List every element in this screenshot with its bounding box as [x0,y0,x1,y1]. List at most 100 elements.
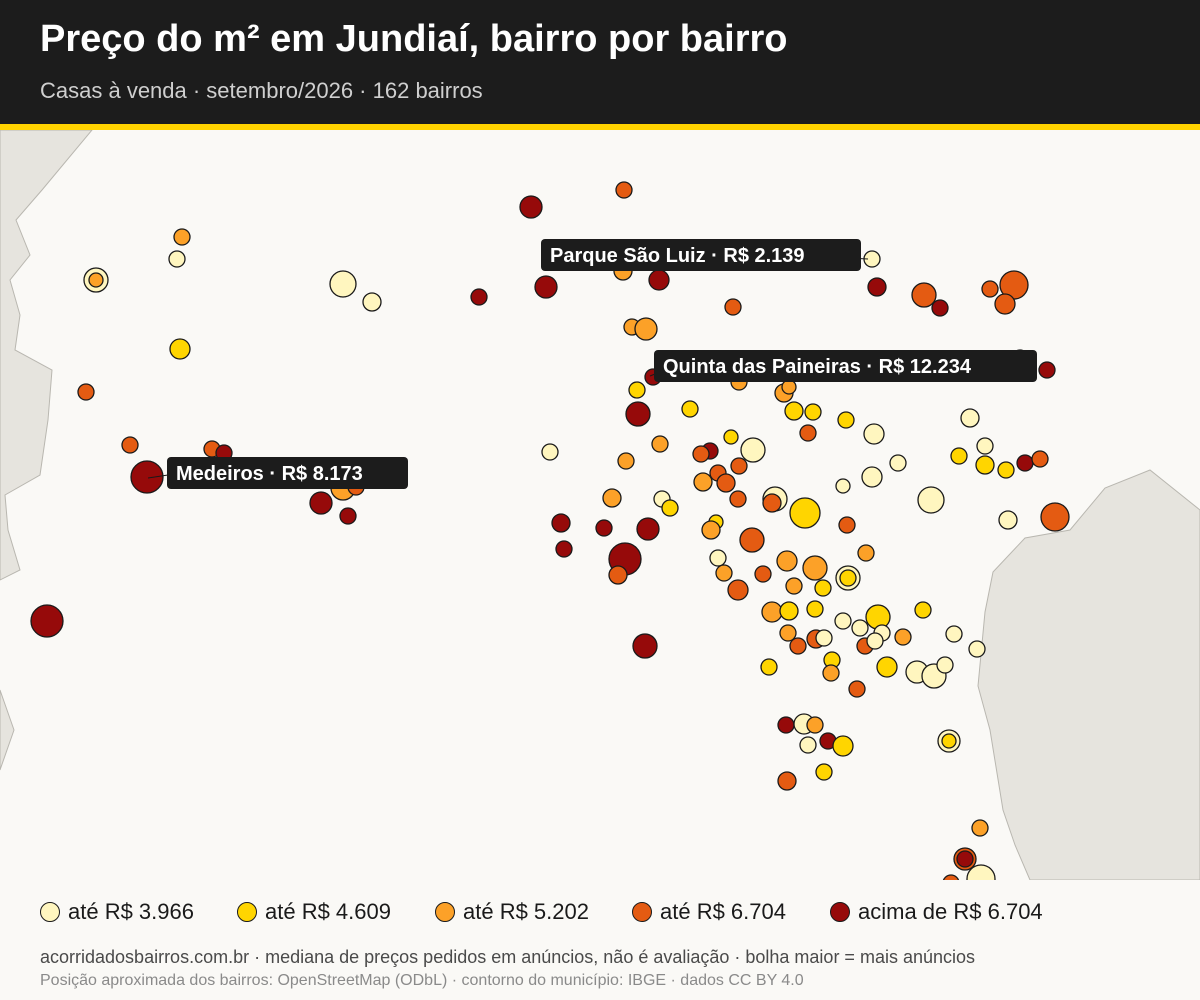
neighborhood-bubble-class-3 [971,819,989,837]
neighborhood-bubble-class-3 [806,716,824,734]
neighborhood-bubble-class-4 [848,680,866,698]
legend-swatch-class-4 [632,902,652,922]
neighborhood-bubble-class-1 [968,640,986,658]
svg-text:Medeiros · R$ 8.173: Medeiros · R$ 8.173 [176,463,363,485]
neighborhood-bubble-class-2 [914,601,932,619]
neighborhood-bubble-class-4 [729,490,747,508]
legend-swatch-class-2 [237,902,257,922]
neighborhood-bubble-class-2 [814,579,832,597]
neighborhood-bubble-class-4 [730,457,748,475]
neighborhood-bubble-class-1 [960,408,980,428]
neighborhood-bubble-class-1 [799,736,817,754]
neighborhood-bubble-class-3 [88,272,104,288]
neighborhood-bubble-class-5 [551,513,571,533]
neighborhood-bubble-class-3 [602,488,622,508]
neighborhood-bubble-class-5 [777,716,795,734]
footer-source-line: acorridadosbairros.com.br · mediana de p… [40,947,976,967]
header-accent-rule [0,124,1200,130]
legend-item-class-2: até R$ 4.609 [237,898,391,926]
callout-name: Quinta das Paineiras [663,356,861,378]
neighborhood-bubble-class-1 [866,632,884,650]
neighborhood-bubble-class-3 [701,520,721,540]
neighborhood-bubble-class-2 [789,497,821,529]
page-title: Preço do m² em Jundiaí, bairro por bairr… [40,18,788,60]
neighborhood-bubble-class-5 [1016,454,1034,472]
neighborhood-bubble-class-1 [861,466,883,488]
legend: até R$ 3.966 até R$ 4.609 até R$ 5.202 a… [0,880,1200,940]
neighborhood-bubble-class-5 [30,604,64,638]
legend-label: até R$ 5.202 [463,899,589,924]
neighborhood-bubble-class-3 [651,435,669,453]
neighborhood-bubble-class-1 [936,656,954,674]
neighborhood-bubble-class-4 [911,282,937,308]
neighborhood-bubble-class-4 [799,424,817,442]
neighborhood-bubble-class-5 [625,401,651,427]
legend-swatch-class-5 [830,902,850,922]
neighborhood-bubble-class-2 [661,499,679,517]
neighborhood-bubble-class-1 [835,478,851,494]
callout-layer: Parque São Luiz · R$ 2.139 Quinta das Pa… [147,239,1037,489]
neighborhood-bubble-class-3 [802,555,828,581]
neighborhood-bubble-class-4 [692,445,710,463]
neighborhood-bubble-class-4 [727,579,749,601]
neighborhood-bubble-class-2 [681,400,699,418]
neighborhood-bubble-class-1 [362,292,382,312]
neighborhood-bubble-class-4 [838,516,856,534]
neighborhood-bubble-class-3 [617,452,635,470]
neighborhood-bubble-class-4 [994,293,1016,315]
outside-area-west-lower [0,689,15,771]
legend-item-class-1: até R$ 3.966 [40,898,194,926]
page-subtitle: Casas à venda · setembro/2026 · 162 bair… [40,78,483,103]
callout-quinta-das-paineiras: Quinta das Paineiras · R$ 12.234 [649,350,1037,382]
neighborhood-bubble-class-1 [541,443,559,461]
neighborhood-bubble-class-2 [975,455,995,475]
svg-text:Parque São Luiz · R$ 2.139: Parque São Luiz · R$ 2.139 [550,245,805,267]
neighborhood-bubble-class-3 [761,601,783,623]
neighborhood-bubble-class-1 [815,629,833,647]
neighborhood-bubble-class-4 [716,473,736,493]
neighborhood-bubble-class-2 [760,658,778,676]
legend-swatch-class-1 [40,902,60,922]
neighborhood-bubble-class-5 [309,491,333,515]
neighborhood-bubble-class-4 [1031,450,1049,468]
neighborhood-bubble-class-4 [615,181,633,199]
legend-swatch-class-3 [435,902,455,922]
callout-parque-sao-luiz: Parque São Luiz · R$ 2.139 [541,239,869,271]
neighborhood-bubble-class-2 [839,569,857,587]
neighborhood-bubble-class-2 [723,429,739,445]
neighborhood-bubble-class-1 [966,864,996,880]
neighborhood-bubble-class-5 [956,850,974,868]
neighborhood-bubble-class-4 [762,493,782,513]
legend-item-class-3: até R$ 5.202 [435,898,589,926]
neighborhood-bubble-class-2 [832,735,854,757]
neighborhood-bubble-class-1 [329,270,357,298]
neighborhood-bubble-class-3 [715,564,733,582]
neighborhood-bubble-class-3 [781,379,797,395]
neighborhood-bubble-class-5 [867,277,887,297]
neighborhood-bubble-class-5 [931,299,949,317]
callout-price: R$ 2.139 [723,245,804,267]
legend-label: até R$ 4.609 [265,899,391,924]
neighborhood-bubble-class-1 [998,510,1018,530]
neighborhood-bubble-class-3 [693,472,713,492]
neighborhood-bubble-class-4 [1040,502,1070,532]
neighborhood-bubble-class-5 [519,195,543,219]
neighborhood-bubble-class-4 [121,436,139,454]
neighborhood-bubble-class-1 [740,437,766,463]
neighborhood-bubble-class-2 [804,403,822,421]
neighborhood-bubble-class-3 [857,544,875,562]
bubble-map: Parque São Luiz · R$ 2.139 Quinta das Pa… [0,130,1200,880]
neighborhood-bubble-class-5 [470,288,488,306]
neighborhood-bubble-class-4 [789,637,807,655]
neighborhood-bubble-class-2 [815,763,833,781]
callout-name: Medeiros [176,463,264,485]
neighborhood-bubble-class-5 [534,275,558,299]
svg-text:Quinta das Paineiras · R$ 12.2: Quinta das Paineiras · R$ 12.234 [663,356,972,378]
neighborhood-bubble-class-1 [917,486,945,514]
callout-medeiros: Medeiros · R$ 8.173 [147,457,408,489]
neighborhood-bubble-class-4 [608,565,628,585]
neighborhood-bubble-class-1 [851,619,869,637]
neighborhood-bubble-class-2 [876,656,898,678]
neighborhood-bubble-class-2 [997,461,1015,479]
neighborhood-bubble-class-5 [636,517,660,541]
